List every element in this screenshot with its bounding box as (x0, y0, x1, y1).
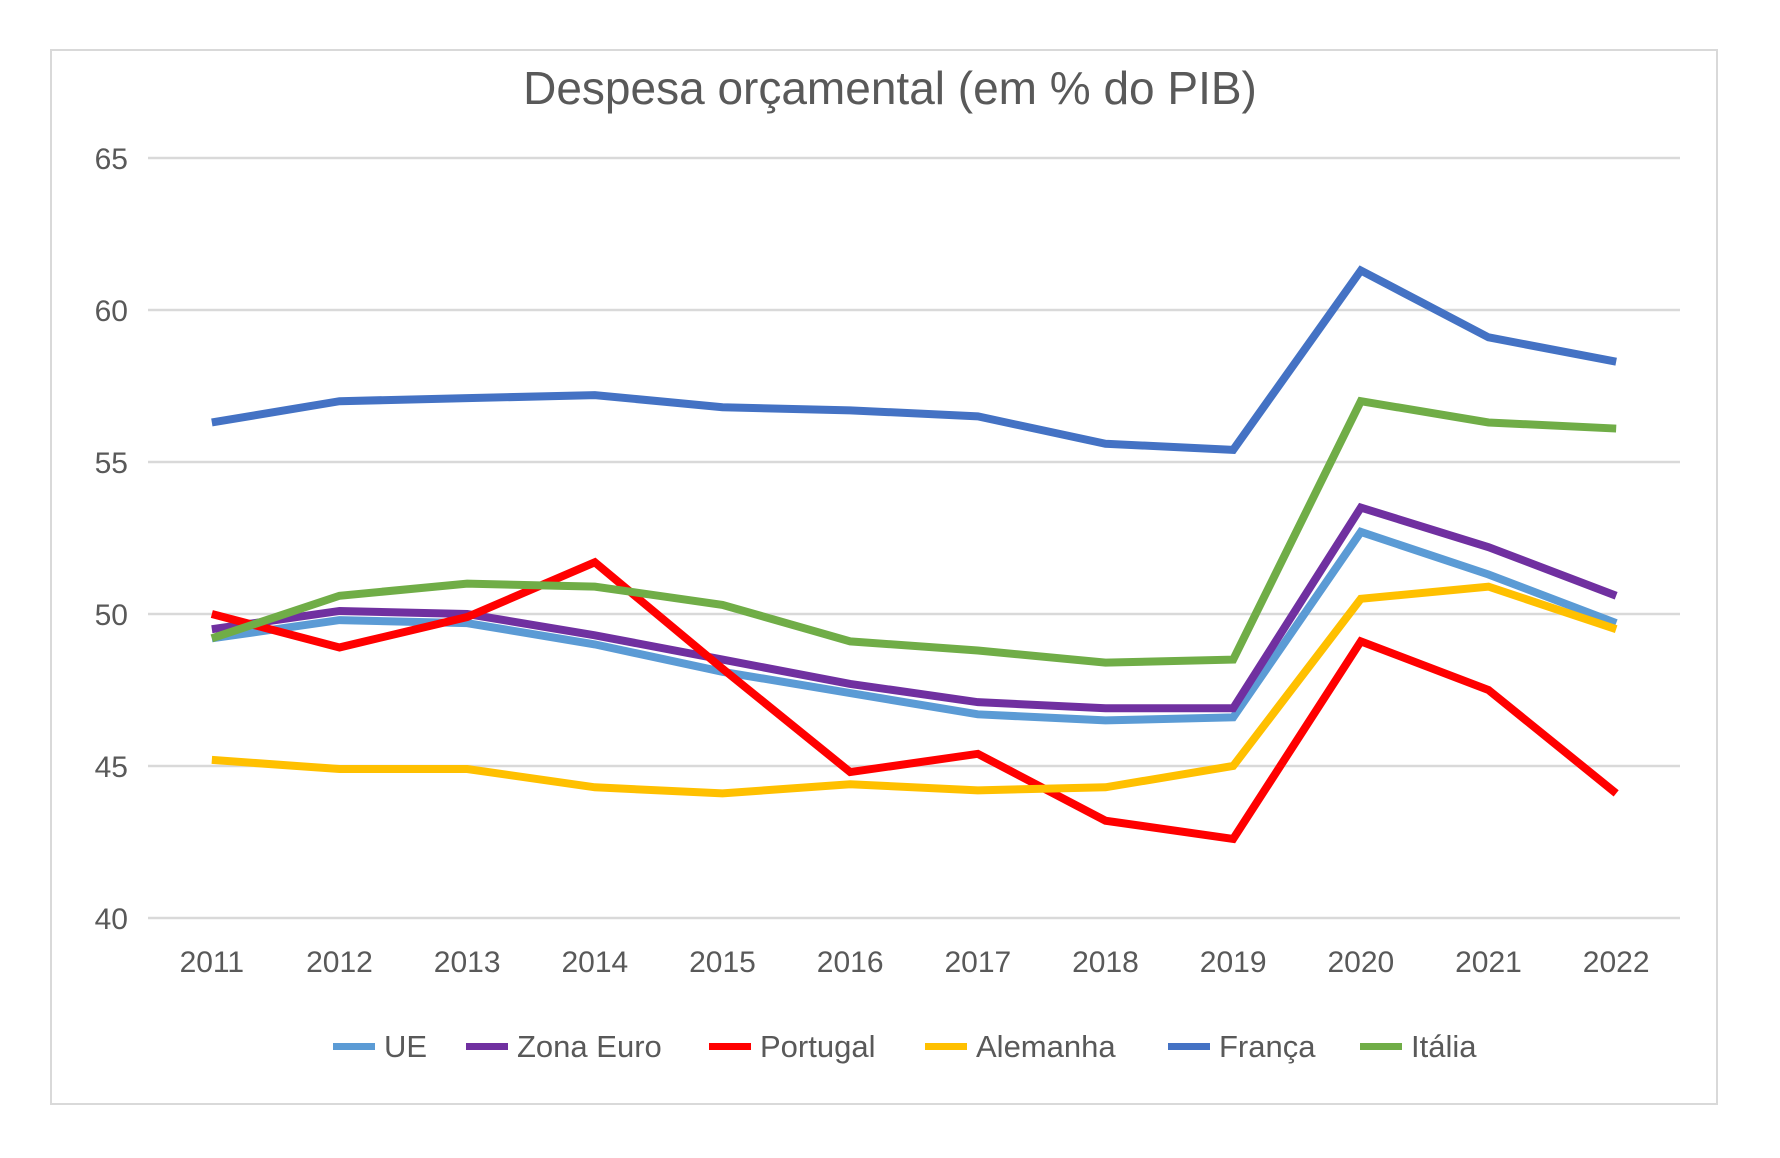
legend-label: Zona Euro (517, 1029, 662, 1064)
legend-label: UE (384, 1029, 427, 1064)
y-tick-label: 55 (95, 447, 128, 480)
x-tick-label: 2022 (1583, 946, 1650, 979)
x-tick-label: 2019 (1200, 946, 1267, 979)
series-line (211, 582, 1618, 798)
y-axis-ticks: 40 45 50 55 60 65 (95, 143, 128, 936)
x-tick-label: 2013 (434, 946, 501, 979)
y-tick-label: 45 (95, 751, 128, 784)
y-tick-label: 40 (95, 903, 128, 936)
x-tick-label: 2011 (180, 946, 245, 979)
x-tick-label: 2015 (689, 946, 756, 979)
series-zona-euro (211, 502, 1618, 713)
legend-label: França (1219, 1029, 1316, 1064)
x-axis-ticks: 2011 2012 2013 2014 2015 2016 2017 2018 2019 2020… (180, 946, 1650, 979)
series-line (210, 557, 1619, 844)
series-frança (211, 265, 1617, 454)
x-tick-label: 2020 (1327, 946, 1394, 979)
legend-item[interactable]: Portugal (709, 1029, 875, 1064)
legend-item[interactable]: Zona Euro (466, 1029, 662, 1064)
x-tick-label: 2018 (1072, 946, 1139, 979)
legend-swatch (466, 1043, 508, 1050)
series-lines (210, 265, 1619, 844)
legend-swatch (1168, 1043, 1210, 1050)
x-tick-label: 2014 (561, 946, 628, 979)
legend-item[interactable]: Itália (1360, 1029, 1477, 1064)
legend-label: Itália (1411, 1029, 1477, 1064)
series-line (210, 396, 1617, 667)
series-line (211, 502, 1618, 713)
series-line (211, 265, 1617, 454)
legend: UE Zona Euro Portugal Alemanha França Itália (333, 1029, 1477, 1064)
y-tick-label: 50 (95, 599, 128, 632)
x-tick-label: 2016 (817, 946, 884, 979)
x-tick-label: 2012 (306, 946, 373, 979)
legend-item[interactable]: França (1168, 1029, 1316, 1064)
legend-swatch (333, 1043, 375, 1050)
legend-item[interactable]: UE (333, 1029, 427, 1064)
series-portugal (210, 557, 1619, 844)
y-tick-label: 60 (95, 295, 128, 328)
y-tick-label: 65 (95, 143, 128, 176)
legend-label: Alemanha (976, 1029, 1116, 1064)
x-tick-label: 2017 (944, 946, 1011, 979)
legend-swatch (1360, 1043, 1402, 1050)
chart-title: Despesa orçamental (em % do PIB) (523, 62, 1257, 114)
series-alemanha (211, 582, 1618, 798)
series-itália (210, 396, 1617, 667)
legend-swatch (709, 1043, 751, 1050)
legend-swatch (925, 1043, 967, 1050)
chart-frame (50, 49, 1718, 1105)
legend-item[interactable]: Alemanha (925, 1029, 1116, 1064)
x-tick-label: 2021 (1455, 946, 1522, 979)
legend-label: Portugal (760, 1029, 875, 1064)
